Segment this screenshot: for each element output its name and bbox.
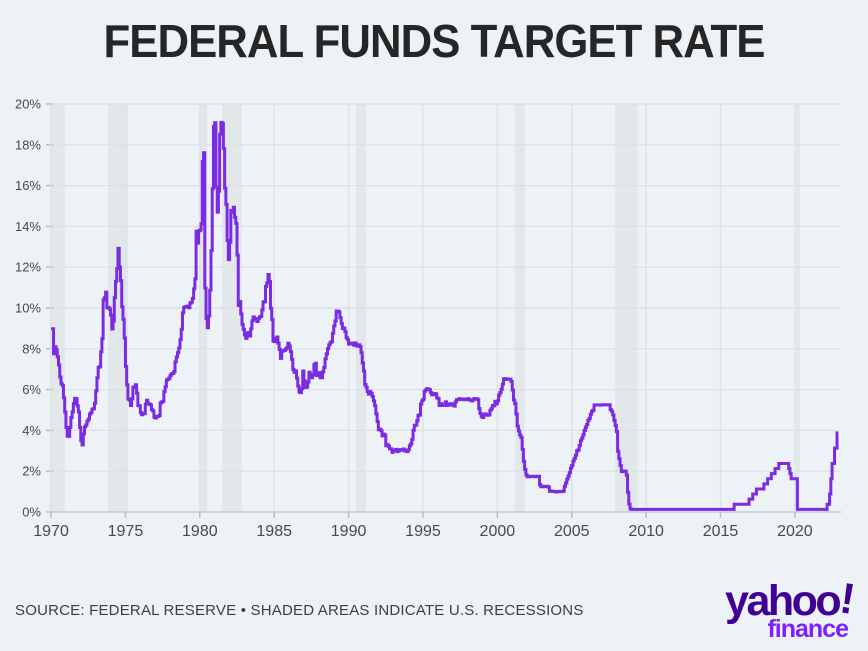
x-tick-label: 2005 [554, 523, 590, 540]
source-note: SOURCE: FEDERAL RESERVE • SHADED AREAS I… [15, 602, 584, 619]
yahoo-exclamation-icon: ! [836, 574, 857, 624]
x-tick-label: 2015 [703, 523, 739, 540]
x-tick-label: 2020 [777, 523, 813, 540]
y-tick-label: 8% [22, 341, 41, 356]
chart-canvas: 0% 2% 4% 6% 8% 10% 12% 14% 16% 18% 20% 1970 1975 1980… [15, 97, 841, 540]
rate-line [51, 120, 839, 511]
x-axis: 1970 1975 1980 1985 1990 1995 2000 2005 2010 2015… [33, 511, 841, 540]
y-tick-label: 20% [15, 97, 41, 112]
yahoo-wordmark: yahoo! [725, 574, 857, 625]
x-tick-label: 1970 [33, 523, 69, 540]
x-tick-label: 1975 [108, 523, 144, 540]
fed-funds-chart: 0% 2% 4% 6% 8% 10% 12% 14% 16% 18% 20% 1970 1975 1980… [0, 90, 868, 550]
y-tick-label: 0% [22, 505, 41, 520]
x-tick-label: 1995 [405, 523, 441, 540]
x-gridlines [50, 104, 796, 512]
x-tick-label: 2010 [628, 523, 664, 540]
finance-wordmark: finance [767, 615, 849, 643]
y-tick-label: 2% [22, 464, 41, 479]
y-tick-label: 18% [15, 137, 41, 152]
x-tick-label: 1980 [182, 523, 218, 540]
y-tick-label: 14% [15, 219, 41, 234]
y-tick-label: 10% [15, 301, 41, 316]
x-tick-label: 1985 [256, 523, 292, 540]
y-tick-label: 12% [15, 260, 41, 275]
y-axis: 0% 2% 4% 6% 8% 10% 12% 14% 16% 18% 20% [15, 97, 841, 520]
yahoo-finance-logo: yahoo! finance [725, 574, 857, 643]
x-tick-label: 2000 [480, 523, 516, 540]
y-tick-label: 4% [22, 423, 41, 438]
chart-title: FEDERAL FUNDS TARGET RATE [103, 15, 766, 67]
y-tick-label: 16% [15, 178, 41, 193]
y-tick-label: 6% [22, 382, 41, 397]
x-tick-label: 1990 [331, 523, 367, 540]
